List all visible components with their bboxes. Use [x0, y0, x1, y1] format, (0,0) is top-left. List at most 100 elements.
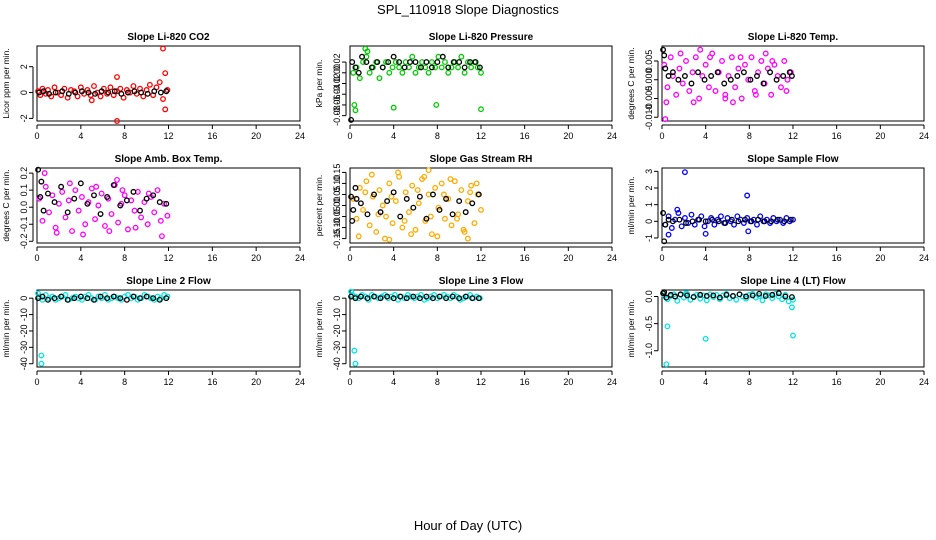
data-point: [82, 221, 89, 228]
y-tick-label: 0.0: [19, 201, 29, 214]
data-point: [132, 224, 139, 231]
data-point: [409, 182, 416, 189]
data-point: [722, 220, 729, 226]
plot-frame: [349, 167, 613, 244]
data-point: [163, 88, 170, 95]
data-point: [355, 233, 362, 240]
x-tick-label: 12: [788, 377, 798, 387]
data-point: [376, 187, 383, 194]
data-point: [745, 228, 752, 235]
data-point: [368, 171, 375, 178]
data-point: [436, 206, 443, 213]
data-point: [163, 295, 170, 302]
data-point: [84, 200, 91, 207]
data-point: [408, 231, 415, 238]
data-point: [683, 58, 689, 64]
data-point: [762, 50, 769, 57]
data-point: [157, 89, 164, 96]
data-point: [98, 88, 105, 95]
data-point: [442, 59, 448, 66]
data-point: [396, 59, 403, 66]
x-tick-label: 12: [476, 377, 486, 387]
series-reference: [35, 293, 170, 303]
x-tick-label: 16: [207, 131, 217, 141]
y-tick-label: 0.000: [644, 68, 654, 91]
data-point: [684, 292, 691, 299]
series-reference: [660, 46, 795, 87]
data-point: [740, 69, 747, 76]
data-point: [386, 236, 393, 243]
panel-7: Slope Line 2 Flow 0 4 8 12 16 20 24 -40 -30 -20 -10…: [1, 276, 305, 387]
y-tick-label: 0.0: [644, 290, 654, 303]
data-point: [737, 54, 744, 61]
data-point: [676, 65, 683, 72]
data-point: [661, 238, 668, 245]
data-point: [53, 229, 60, 236]
y-tick-label: 0: [332, 296, 342, 301]
y-tick-label: 0.2: [19, 167, 29, 180]
x-tick-label: 24: [919, 377, 929, 387]
x-tick-label: 8: [435, 377, 440, 387]
data-point: [38, 178, 45, 185]
x-tick-label: 12: [163, 131, 173, 141]
data-point: [123, 296, 130, 303]
data-point: [349, 59, 356, 66]
data-point: [162, 106, 169, 113]
data-point: [688, 211, 695, 218]
data-point: [692, 54, 699, 61]
data-point: [390, 53, 397, 60]
data-point: [137, 295, 143, 302]
data-point: [423, 293, 430, 300]
data-point: [455, 64, 462, 71]
y-tick-label: 0: [644, 219, 654, 224]
x-tick-label: 16: [832, 377, 842, 387]
data-point: [697, 295, 704, 302]
data-point: [669, 69, 676, 76]
data-point: [397, 213, 404, 220]
data-point: [788, 73, 795, 79]
data-point: [781, 58, 788, 64]
data-point: [742, 61, 748, 68]
plot-frame: [349, 45, 613, 122]
data-point: [392, 198, 399, 205]
data-point: [472, 59, 479, 66]
data-point: [696, 216, 703, 223]
data-point: [662, 65, 669, 72]
y-axis-label: ml/min per min.: [1, 299, 11, 357]
data-point: [157, 217, 164, 224]
y-tick-label: -0.010: [644, 104, 654, 130]
data-point: [677, 50, 684, 57]
data-point: [407, 59, 413, 66]
data-point: [352, 295, 359, 302]
data-point: [92, 90, 99, 97]
data-point: [696, 95, 703, 102]
data-point: [462, 209, 469, 216]
x-tick-label: 24: [295, 377, 305, 387]
data-point: [130, 293, 137, 300]
y-tick-label: -0.005: [644, 86, 654, 112]
data-point: [756, 290, 763, 297]
x-tick-label: 0: [347, 131, 352, 141]
data-point: [64, 296, 71, 303]
x-tick-label: 16: [520, 377, 530, 387]
data-point: [383, 213, 389, 220]
data-point: [51, 199, 58, 206]
data-point: [678, 223, 685, 230]
data-point: [782, 293, 789, 300]
data-point: [427, 213, 434, 220]
x-tick-label: 20: [251, 253, 261, 263]
panel-title: Slope Line 2 Flow: [126, 276, 211, 287]
series-points: [661, 46, 794, 123]
data-point: [439, 53, 446, 60]
data-point: [371, 293, 377, 300]
data-point: [711, 221, 718, 228]
data-point: [744, 192, 751, 199]
data-point: [386, 180, 393, 187]
data-point: [433, 101, 440, 108]
x-tick-label: 12: [476, 253, 486, 263]
data-point: [350, 206, 357, 213]
panel-1: Slope Li-820 CO2 0 4 8 12 16 20 24 -2 0 2 Licor ppm…: [1, 32, 305, 141]
series-reference: [348, 293, 482, 302]
data-point: [406, 209, 412, 216]
